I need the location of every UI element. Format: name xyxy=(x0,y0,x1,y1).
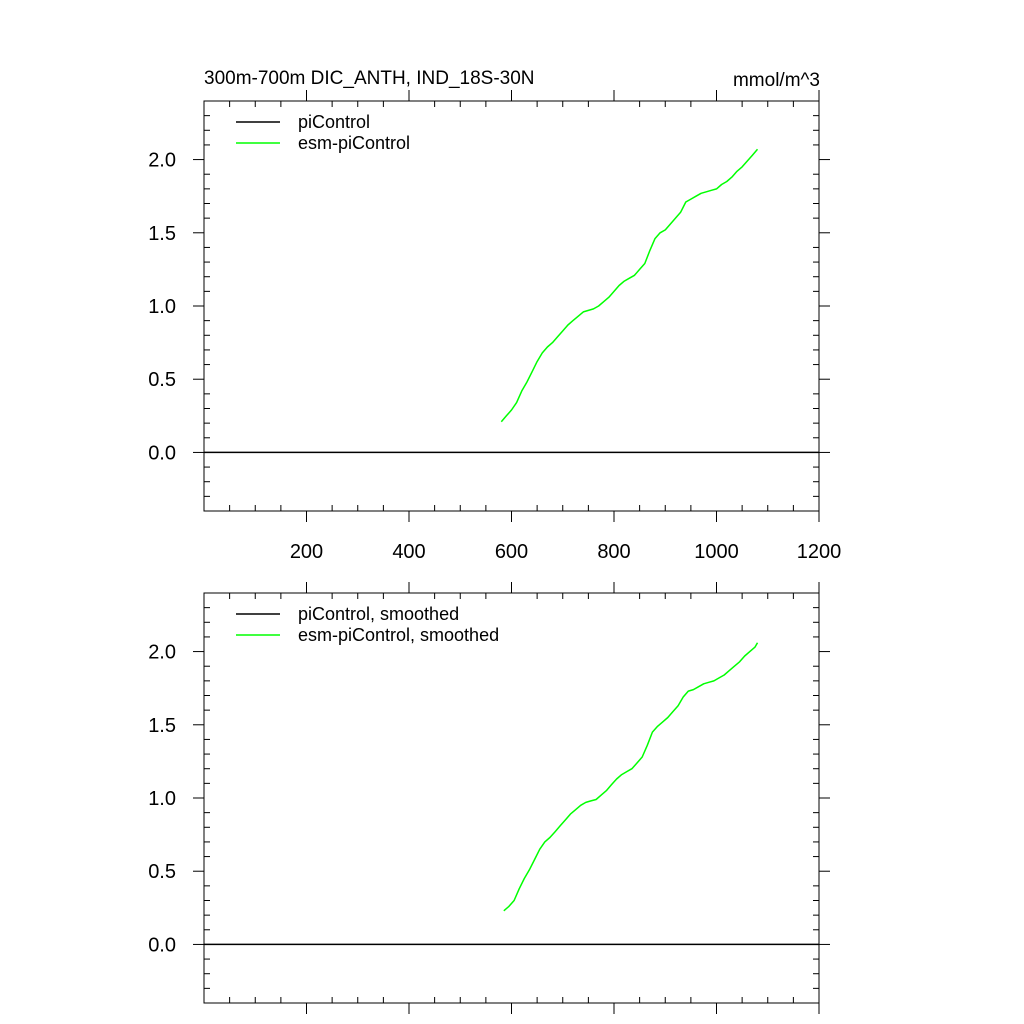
y-tick-label: 1.5 xyxy=(148,223,176,245)
units-label: mmol/m^3 xyxy=(733,70,820,91)
legend-label: esm-piControl, smoothed xyxy=(298,625,499,645)
y-tick-label: 0.0 xyxy=(148,442,176,464)
plot-frame xyxy=(203,592,820,1004)
plot-frame xyxy=(203,100,820,512)
y-tick-label: 2.0 xyxy=(148,642,176,664)
chart-title: 300m-700m DIC_ANTH, IND_18S-30N xyxy=(204,68,535,89)
legend-label: piControl, smoothed xyxy=(298,604,459,624)
legend-label: piControl xyxy=(298,112,370,132)
x-tick-label: 200 xyxy=(290,541,323,563)
y-tick-label: 0.5 xyxy=(148,369,176,391)
x-tick-label: 400 xyxy=(392,541,425,563)
y-tick-label: 1.0 xyxy=(148,788,176,810)
y-tick-label: 1.0 xyxy=(148,296,176,318)
legend-label: esm-piControl xyxy=(298,133,410,153)
y-tick-label: 2.0 xyxy=(148,150,176,172)
bottom-panel: 0.0 0.5 1.0 1.5 2.0 piControl, smoothedesm-pi… xyxy=(148,582,830,1014)
x-tick-label: 1200 xyxy=(797,541,842,563)
x-tick-label: 600 xyxy=(495,541,528,563)
series-line-esm-picontrol xyxy=(503,642,759,912)
top-panel: 200 400 600 800 1000 1200 0.0 0.5 1.0 1.5 2.0 piCon… xyxy=(148,90,841,563)
y-tick-label: 1.5 xyxy=(148,715,176,737)
y-tick-label: 0.0 xyxy=(148,934,176,956)
y-tick-label: 0.5 xyxy=(148,861,176,883)
series-line-esm-picontrol xyxy=(500,148,759,423)
x-tick-label: 1000 xyxy=(694,541,739,563)
x-tick-label: 800 xyxy=(597,541,630,563)
